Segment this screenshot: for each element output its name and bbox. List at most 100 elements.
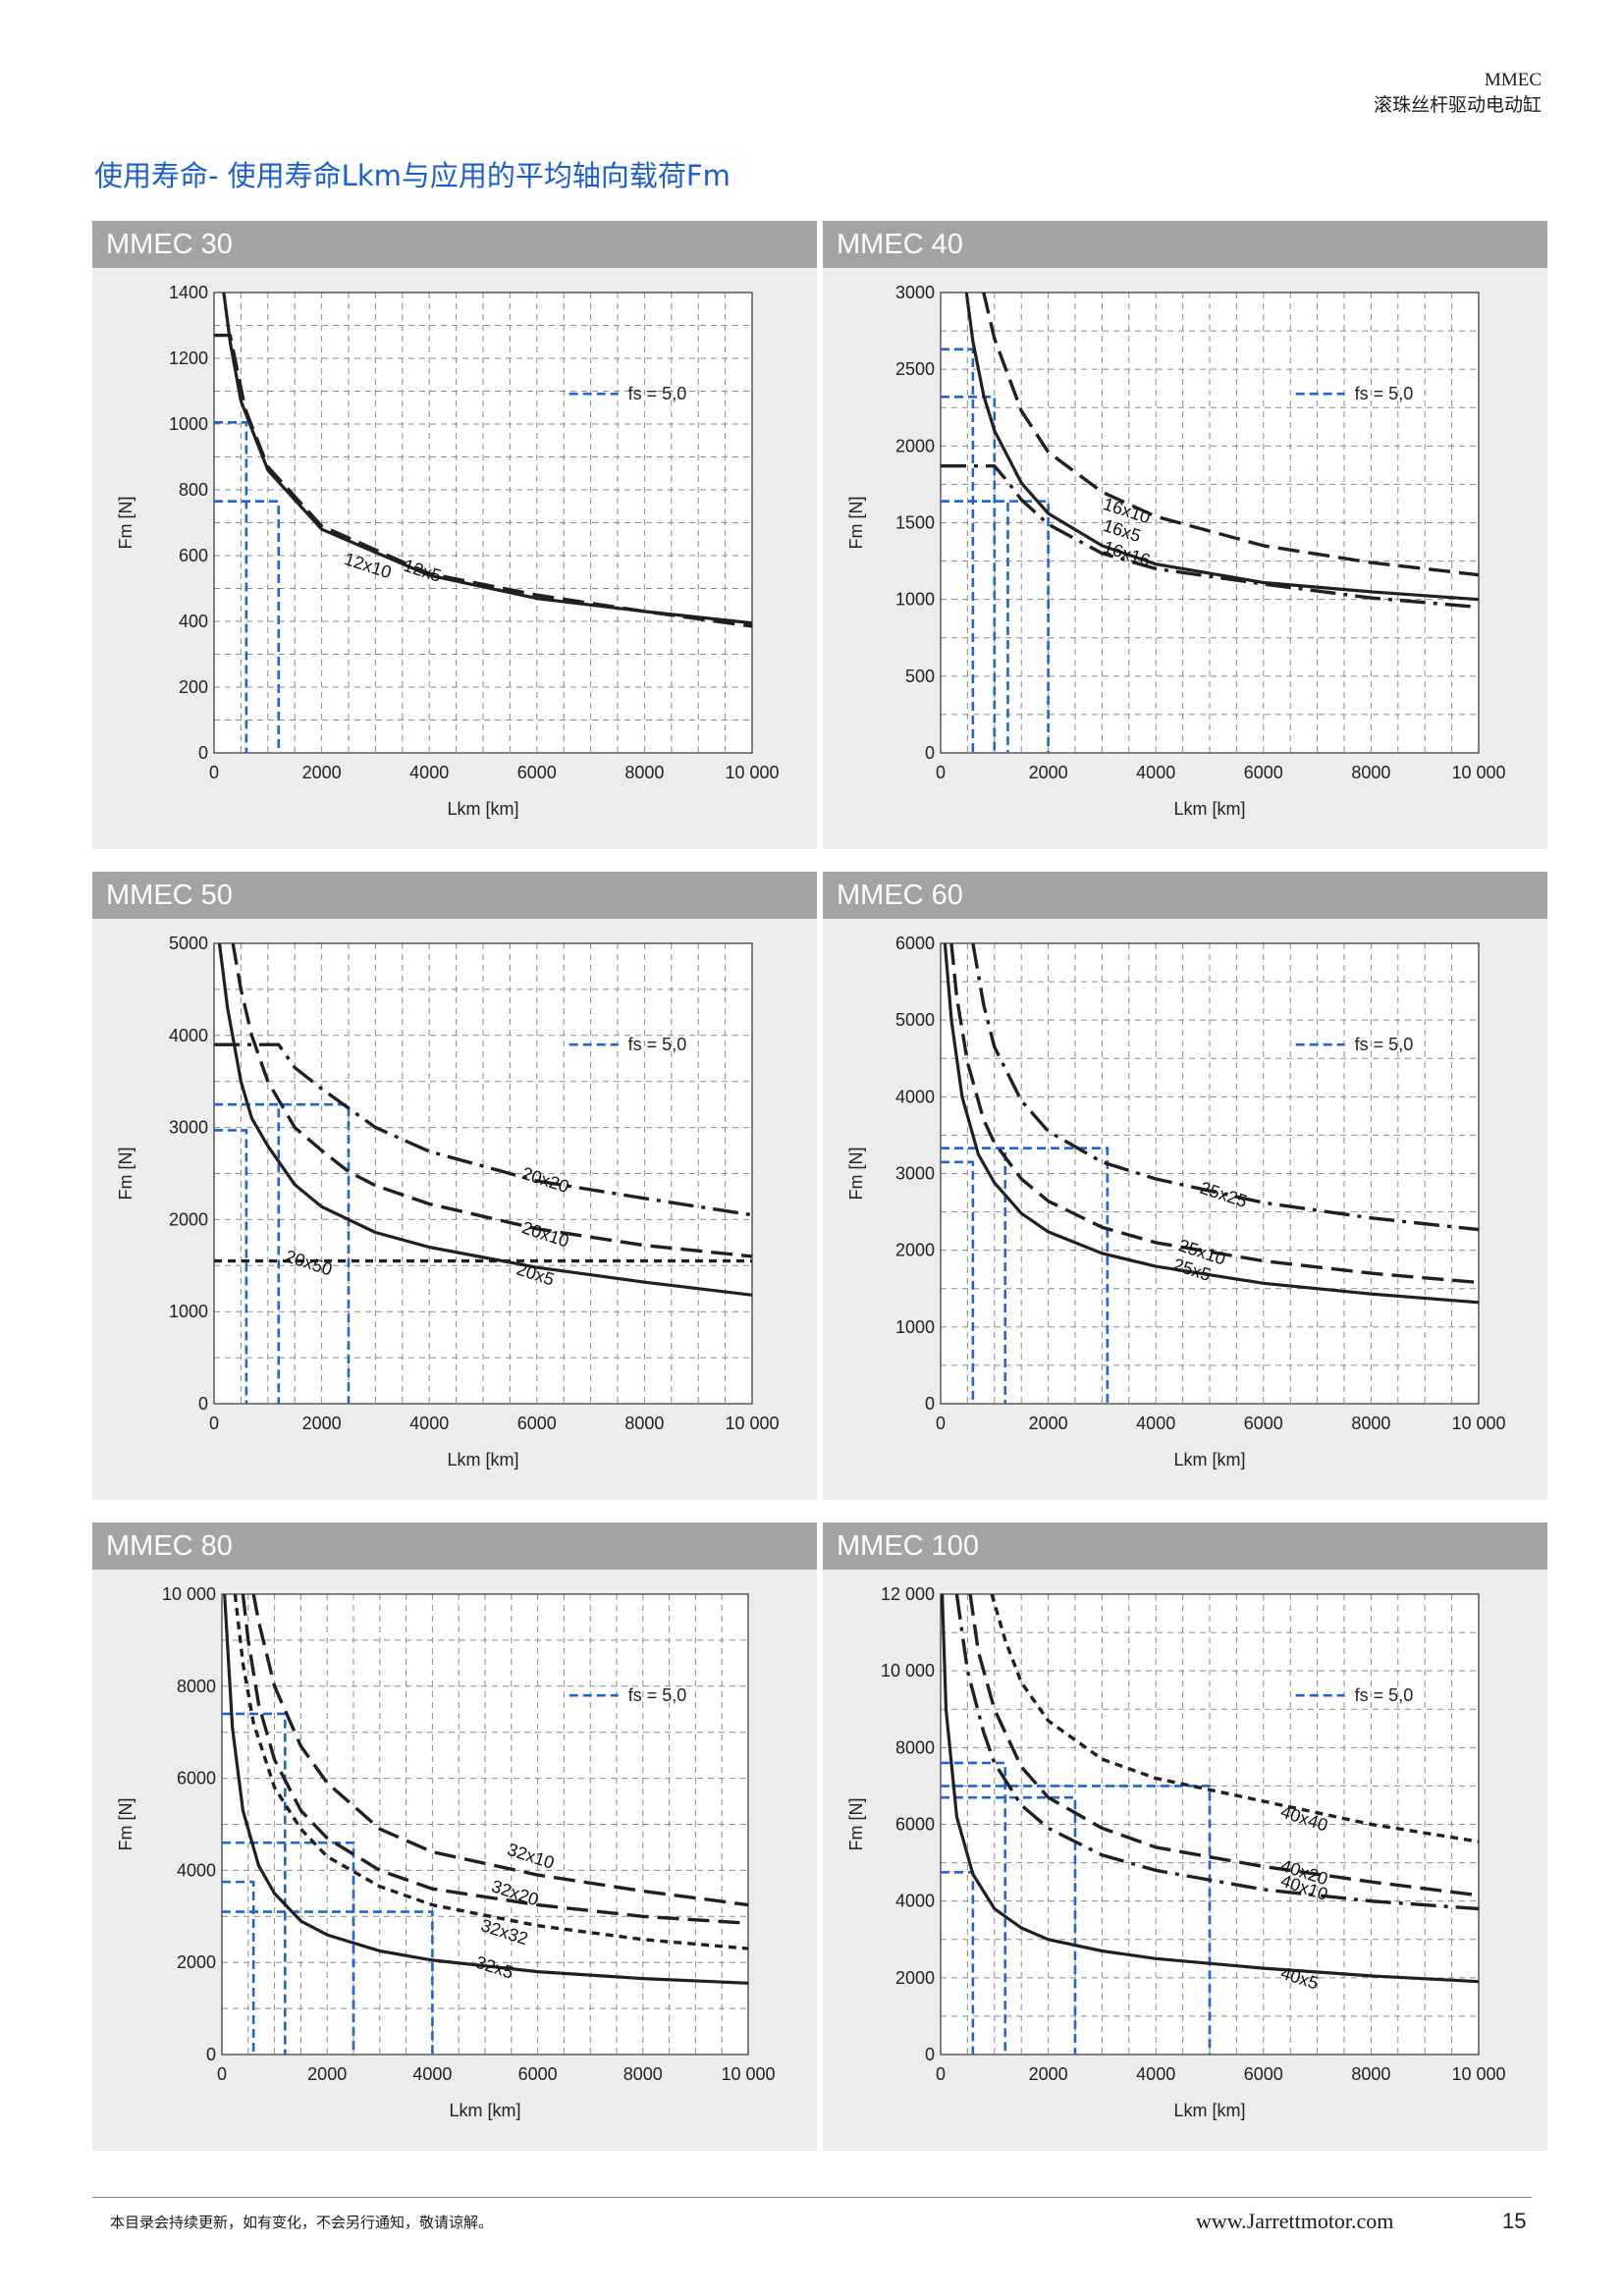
y-tick-label: 400 <box>179 612 208 631</box>
page-header: MMEC 滚珠丝杆驱动电动缸 <box>1374 68 1542 119</box>
x-tick-label: 0 <box>936 1414 946 1433</box>
y-axis-label: Fm [N] <box>846 1148 866 1201</box>
footer-rule <box>92 2197 1532 2198</box>
y-tick-label: 3000 <box>895 1164 935 1184</box>
x-axis-label: Lkm [km] <box>447 799 518 819</box>
x-tick-label: 2000 <box>1029 2064 1068 2084</box>
fs-marker <box>941 396 997 753</box>
page-title: 使用寿命- 使用寿命Lkm与应用的平均轴向载荷Fm <box>94 159 731 192</box>
y-tick-label: 0 <box>925 743 935 763</box>
series-25x25 <box>971 942 1480 1232</box>
legend-label: fs = 5,0 <box>1355 1035 1414 1054</box>
y-tick-label: 4000 <box>895 1087 935 1106</box>
chart-title: MMEC 100 <box>823 1522 1547 1570</box>
series-16x16 <box>941 463 1480 610</box>
x-tick-label: 4000 <box>1136 1414 1175 1433</box>
chart-panel-mmec60: MMEC 60 0 1000 2000 3000 4000 5000 6000 0 2000 400… <box>823 872 1547 1500</box>
footer-url[interactable]: www.Jarrettmotor.com <box>1196 2209 1394 2233</box>
x-tick-label: 2000 <box>1029 1414 1068 1433</box>
x-tick-label: 10 000 <box>1451 763 1505 782</box>
series-32x10 <box>251 1593 749 1907</box>
fs-marker <box>214 500 281 753</box>
x-tick-label: 10 000 <box>1451 1414 1505 1433</box>
legend-label: fs = 5,0 <box>628 384 687 403</box>
x-tick-label: 4000 <box>409 763 449 782</box>
y-tick-label: 200 <box>179 677 208 697</box>
chart-title: MMEC 50 <box>92 872 817 919</box>
x-tick-label: 0 <box>209 1414 219 1433</box>
chart-title: MMEC 40 <box>823 221 1547 268</box>
fs-marker <box>941 1160 975 1404</box>
y-tick-label: 5000 <box>169 934 208 953</box>
x-tick-label: 4000 <box>1136 763 1175 782</box>
x-tick-label: 0 <box>217 2064 227 2084</box>
series-16x5 <box>964 292 1480 602</box>
chart-mmec50: 0 1000 2000 3000 4000 5000 0 2000 4000 6000 8000 10… <box>116 934 780 1469</box>
fs-marker <box>214 1129 248 1404</box>
fs-marker <box>214 421 248 753</box>
series-40x5 <box>941 1593 1480 1984</box>
x-tick-label: 8000 <box>1351 763 1390 782</box>
x-tick-label: 6000 <box>517 1414 557 1433</box>
x-tick-label: 10 000 <box>725 1414 779 1433</box>
y-tick-label: 2500 <box>895 359 935 379</box>
y-tick-label: 2000 <box>169 1209 208 1229</box>
y-tick-label: 1000 <box>895 1317 935 1337</box>
chart-mmec100: 0 2000 4000 6000 8000 10 000 12 000 0 2000 4000 60… <box>846 1584 1506 2120</box>
y-axis-label: Fm [N] <box>116 497 135 550</box>
series-32x32 <box>233 1593 749 1950</box>
x-tick-label: 6000 <box>1244 1414 1283 1433</box>
x-tick-label: 2000 <box>1029 763 1068 782</box>
x-tick-label: 4000 <box>409 1414 449 1433</box>
x-tick-label: 0 <box>936 763 946 782</box>
y-tick-label: 1200 <box>169 348 208 368</box>
chart-mmec80: 0 2000 4000 6000 8000 10 000 0 2000 4000 6000 8000… <box>116 1584 776 2120</box>
x-tick-label: 0 <box>209 763 219 782</box>
y-axis-label: Fm [N] <box>116 1148 135 1201</box>
chart-mmec30: 0 200 400 600 800 1000 1200 1400 0 2000 4000 6000 80… <box>116 283 780 819</box>
y-axis-label: Fm [N] <box>846 1798 866 1851</box>
x-tick-label: 8000 <box>624 763 664 782</box>
x-tick-label: 2000 <box>302 763 342 782</box>
y-tick-label: 0 <box>925 2045 935 2064</box>
x-tick-label: 6000 <box>1244 763 1283 782</box>
x-tick-label: 10 000 <box>721 2064 775 2084</box>
y-tick-label: 1500 <box>895 513 935 533</box>
x-axis-label: Lkm [km] <box>1173 2101 1245 2120</box>
y-tick-label: 12 000 <box>881 1584 935 1604</box>
x-tick-label: 8000 <box>1351 2064 1390 2084</box>
y-tick-label: 8000 <box>177 1677 216 1696</box>
fs-marker <box>941 1147 1110 1404</box>
legend-label: fs = 5,0 <box>628 1035 687 1054</box>
plot-frame <box>221 1593 749 2056</box>
chart-title: MMEC 80 <box>92 1522 817 1570</box>
y-tick-label: 1400 <box>169 283 208 302</box>
x-tick-label: 2000 <box>307 2064 347 2084</box>
y-tick-label: 3000 <box>895 283 935 302</box>
y-tick-label: 3000 <box>169 1118 208 1138</box>
header-line1: MMEC <box>1484 70 1542 90</box>
series-25x5 <box>943 942 1480 1305</box>
x-axis-label: Lkm [km] <box>1173 799 1245 819</box>
series-20x20 <box>214 1042 753 1217</box>
x-tick-label: 10 000 <box>1451 2064 1505 2084</box>
chart-mmec40: 0 500 1000 1500 2000 2500 3000 0 2000 4000 6000 800… <box>846 283 1506 819</box>
plot-frame <box>213 292 753 754</box>
y-tick-label: 0 <box>198 1394 208 1414</box>
y-tick-label: 2000 <box>895 436 935 455</box>
x-tick-label: 6000 <box>517 763 557 782</box>
y-axis-label: Fm [N] <box>116 1798 135 1851</box>
y-tick-label: 5000 <box>895 1010 935 1030</box>
y-tick-label: 1000 <box>895 590 935 610</box>
y-tick-label: 10 000 <box>881 1661 935 1681</box>
series-16x10 <box>982 292 1480 577</box>
x-tick-label: 8000 <box>624 1414 664 1433</box>
series-25x10 <box>949 942 1480 1285</box>
page-number: 15 <box>1502 2209 1527 2233</box>
y-tick-label: 1000 <box>169 1302 208 1321</box>
series-20x10 <box>231 942 753 1258</box>
series-12x5 <box>222 292 753 625</box>
fs-marker <box>941 1761 1007 2055</box>
x-axis-label: Lkm [km] <box>1173 1450 1245 1469</box>
y-tick-label: 10 000 <box>162 1584 216 1604</box>
